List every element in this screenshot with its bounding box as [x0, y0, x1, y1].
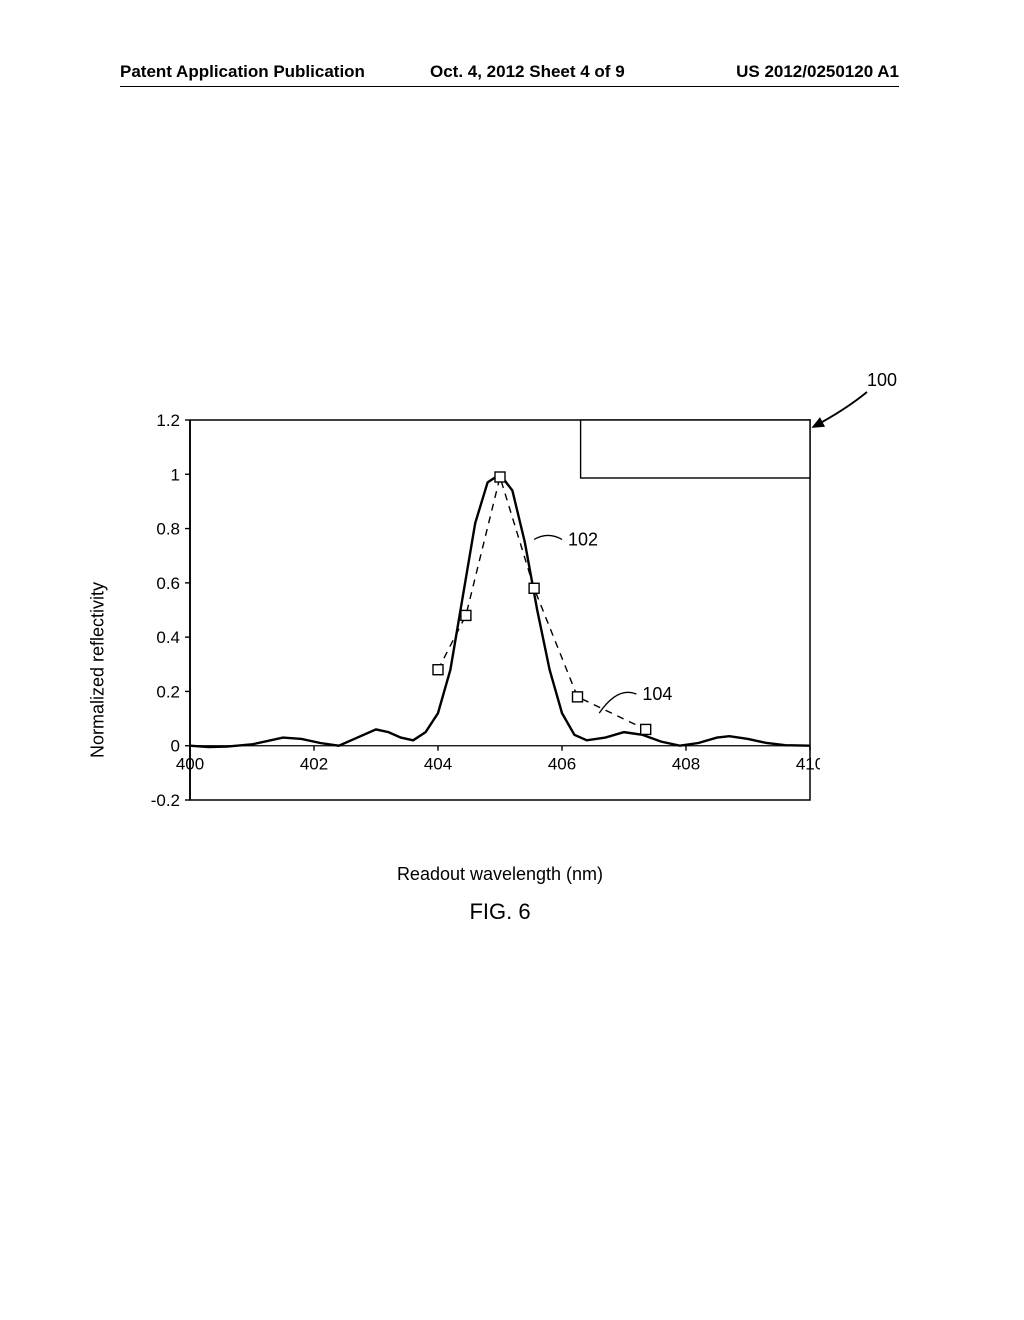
- ytick-label: 0.8: [156, 520, 180, 539]
- xtick-label: 404: [424, 755, 452, 774]
- xtick-label: 406: [548, 755, 576, 774]
- series-1: [438, 477, 646, 729]
- ytick-label: -0.2: [151, 791, 180, 810]
- callout-102: 102: [568, 529, 598, 549]
- ytick-label: 0.2: [156, 682, 180, 701]
- ytick-label: 0: [171, 737, 180, 756]
- page-header: Patent Application Publication Oct. 4, 2…: [0, 58, 1024, 88]
- ytick-label: 1: [171, 465, 180, 484]
- chart-svg: -0.200.20.40.60.811.24004024044064084101…: [120, 410, 820, 850]
- x-axis-label: Readout wavelength (nm): [120, 864, 880, 885]
- header-mid: Oct. 4, 2012 Sheet 4 of 9: [430, 62, 625, 82]
- xtick-label: 408: [672, 755, 700, 774]
- series-0: [190, 474, 810, 747]
- header-rule: [120, 86, 899, 87]
- legend-box: [581, 420, 810, 478]
- ytick-label: 0.4: [156, 628, 180, 647]
- xtick-label: 402: [300, 755, 328, 774]
- y-axis-label: Normalized reflectivity: [88, 582, 109, 758]
- header-right: US 2012/0250120 A1: [736, 62, 899, 82]
- header-left: Patent Application Publication: [120, 62, 365, 82]
- callout-100-label: 100: [867, 370, 897, 390]
- figure-label: FIG. 6: [120, 899, 880, 925]
- xtick-label: 410: [796, 755, 820, 774]
- ytick-label: 0.6: [156, 574, 180, 593]
- callout-104: 104: [642, 684, 672, 704]
- ytick-label: 1.2: [156, 411, 180, 430]
- figure-callout-100: 100: [867, 370, 897, 391]
- chart-container: Normalized reflectivity -0.200.20.40.60.…: [120, 410, 880, 930]
